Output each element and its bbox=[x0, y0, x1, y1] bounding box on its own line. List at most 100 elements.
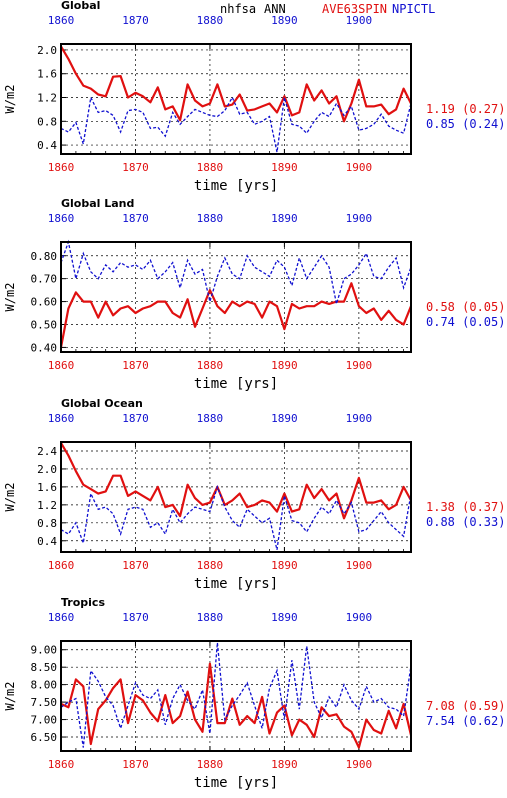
panel-2: Global Ocean 0.4 0.8 1.2 1.6 2.0 2.4 1860 1860 18… bbox=[3, 397, 505, 592]
x-tick-label: 1870 bbox=[122, 758, 149, 771]
y-tick-label: 7.50 bbox=[31, 696, 58, 709]
y-tick-label: 2.0 bbox=[37, 44, 57, 57]
series-line-red bbox=[59, 282, 413, 348]
x-tick-label-top: 1890 bbox=[271, 412, 298, 425]
case-blue-label: NPICTL bbox=[392, 2, 435, 16]
series-line-blue bbox=[60, 642, 412, 748]
x-tick-label-top: 1900 bbox=[346, 212, 373, 225]
y-tick-label: 2.0 bbox=[37, 463, 57, 476]
y-tick-label: 0.4 bbox=[37, 139, 57, 152]
x-tick-label: 1900 bbox=[346, 359, 373, 372]
x-tick-label-top: 1890 bbox=[271, 212, 298, 225]
y-tick-label: 0.50 bbox=[31, 319, 58, 332]
plot-frame bbox=[60, 241, 412, 353]
x-tick-label-top: 1870 bbox=[122, 212, 149, 225]
x-tick-label-top: 1870 bbox=[122, 611, 149, 624]
y-tick-label: 8.50 bbox=[31, 661, 58, 674]
y-tick-label: 9.00 bbox=[31, 644, 58, 657]
x-tick-label-top: 1860 bbox=[48, 611, 75, 624]
x-tick-label: 1900 bbox=[346, 758, 373, 771]
y-axis-label: W/m2 bbox=[3, 85, 17, 114]
y-tick-label: 1.2 bbox=[37, 92, 57, 105]
season-label: ANN bbox=[264, 2, 286, 16]
y-tick-label: 0.40 bbox=[31, 341, 58, 354]
y-axis-label: W/m2 bbox=[3, 283, 17, 312]
y-tick-label: 0.60 bbox=[31, 296, 58, 309]
y-tick-label: 0.8 bbox=[37, 517, 57, 530]
series-line-red bbox=[60, 45, 412, 123]
y-tick-label: 7.00 bbox=[31, 714, 58, 727]
x-tick-label-top: 1900 bbox=[346, 412, 373, 425]
panel-3: Tropics 6.50 7.00 7.50 8.00 8.50 9.00 1860 1860 1… bbox=[3, 596, 505, 791]
y-axis-label: W/m2 bbox=[3, 483, 17, 512]
x-axis-label: time [yrs] bbox=[194, 376, 278, 392]
x-tick-label-top: 1880 bbox=[197, 212, 224, 225]
panel-title: Global bbox=[61, 0, 100, 12]
x-axis-label: time [yrs] bbox=[194, 775, 278, 791]
avg-label-blue: 7.54 (0.62) bbox=[426, 714, 505, 728]
y-tick-label: 0.70 bbox=[31, 273, 58, 286]
x-tick-label: 1870 bbox=[122, 359, 149, 372]
x-tick-label: 1870 bbox=[122, 559, 149, 572]
x-axis-label: time [yrs] bbox=[194, 576, 278, 592]
x-tick-label: 1880 bbox=[197, 359, 224, 372]
series-line-blue bbox=[60, 95, 412, 153]
variable-label: nhfsa bbox=[220, 2, 256, 16]
x-tick-label: 1900 bbox=[346, 161, 373, 174]
plot-frame bbox=[60, 441, 412, 553]
series-line-red bbox=[60, 662, 413, 749]
x-tick-label-top: 1860 bbox=[48, 14, 75, 27]
x-tick-label: 1880 bbox=[197, 161, 224, 174]
x-tick-label-top: 1860 bbox=[48, 212, 75, 225]
x-tick-label-top: 1870 bbox=[122, 14, 149, 27]
x-tick-label: 1860 bbox=[48, 359, 75, 372]
x-tick-label: 1890 bbox=[271, 359, 298, 372]
x-tick-label-top: 1880 bbox=[197, 611, 224, 624]
plot-frame bbox=[60, 43, 412, 155]
y-axis-label: W/m2 bbox=[3, 682, 17, 711]
y-tick-label: 1.6 bbox=[37, 68, 57, 81]
y-tick-label: 0.80 bbox=[31, 250, 58, 263]
y-tick-label: 0.8 bbox=[37, 115, 57, 128]
x-tick-label-top: 1880 bbox=[197, 412, 224, 425]
x-tick-label: 1890 bbox=[271, 758, 298, 771]
panel-0: Global 0.4 0.8 1.2 1.6 2.0 1860 1860 1870 1870 188… bbox=[3, 0, 505, 194]
y-tick-label: 1.6 bbox=[37, 481, 57, 494]
avg-label-red: 1.19 (0.27) bbox=[426, 102, 505, 116]
x-tick-label: 1870 bbox=[122, 161, 149, 174]
x-tick-label: 1860 bbox=[48, 559, 75, 572]
avg-label-red: 7.08 (0.59) bbox=[426, 699, 505, 713]
y-tick-label: 8.00 bbox=[31, 679, 58, 692]
avg-label-red: 0.58 (0.05) bbox=[426, 300, 505, 314]
x-tick-label-top: 1900 bbox=[346, 14, 373, 27]
y-tick-label: 0.4 bbox=[37, 535, 57, 548]
y-tick-label: 2.4 bbox=[37, 445, 57, 458]
x-tick-label: 1900 bbox=[346, 559, 373, 572]
avg-label-red: 1.38 (0.37) bbox=[426, 500, 505, 514]
avg-label-blue: 0.85 (0.24) bbox=[426, 117, 505, 131]
y-tick-label: 1.2 bbox=[37, 499, 57, 512]
x-tick-label: 1880 bbox=[197, 559, 224, 572]
x-tick-label-top: 1890 bbox=[271, 14, 298, 27]
x-tick-label-top: 1860 bbox=[48, 412, 75, 425]
plot-frame bbox=[60, 640, 412, 752]
x-tick-label: 1890 bbox=[271, 161, 298, 174]
panel-title: Global Land bbox=[61, 197, 134, 210]
x-tick-label: 1860 bbox=[48, 758, 75, 771]
x-tick-label: 1890 bbox=[271, 559, 298, 572]
x-tick-label-top: 1900 bbox=[346, 611, 373, 624]
panel-title: Global Ocean bbox=[61, 397, 143, 410]
x-tick-label-top: 1890 bbox=[271, 611, 298, 624]
x-axis-label: time [yrs] bbox=[194, 178, 278, 194]
y-tick-label: 6.50 bbox=[31, 731, 58, 744]
x-tick-label: 1880 bbox=[197, 758, 224, 771]
avg-label-blue: 0.74 (0.05) bbox=[426, 315, 505, 329]
avg-label-blue: 0.88 (0.33) bbox=[426, 515, 505, 529]
x-tick-label-top: 1870 bbox=[122, 412, 149, 425]
series-line-red bbox=[60, 442, 412, 520]
panel-1: Global Land 0.40 0.50 0.60 0.70 0.80 1860 1860 1… bbox=[3, 197, 505, 392]
x-tick-label-top: 1880 bbox=[197, 14, 224, 27]
panel-title: Tropics bbox=[61, 596, 105, 609]
case-red-label: AVE63SPIN bbox=[322, 2, 387, 16]
